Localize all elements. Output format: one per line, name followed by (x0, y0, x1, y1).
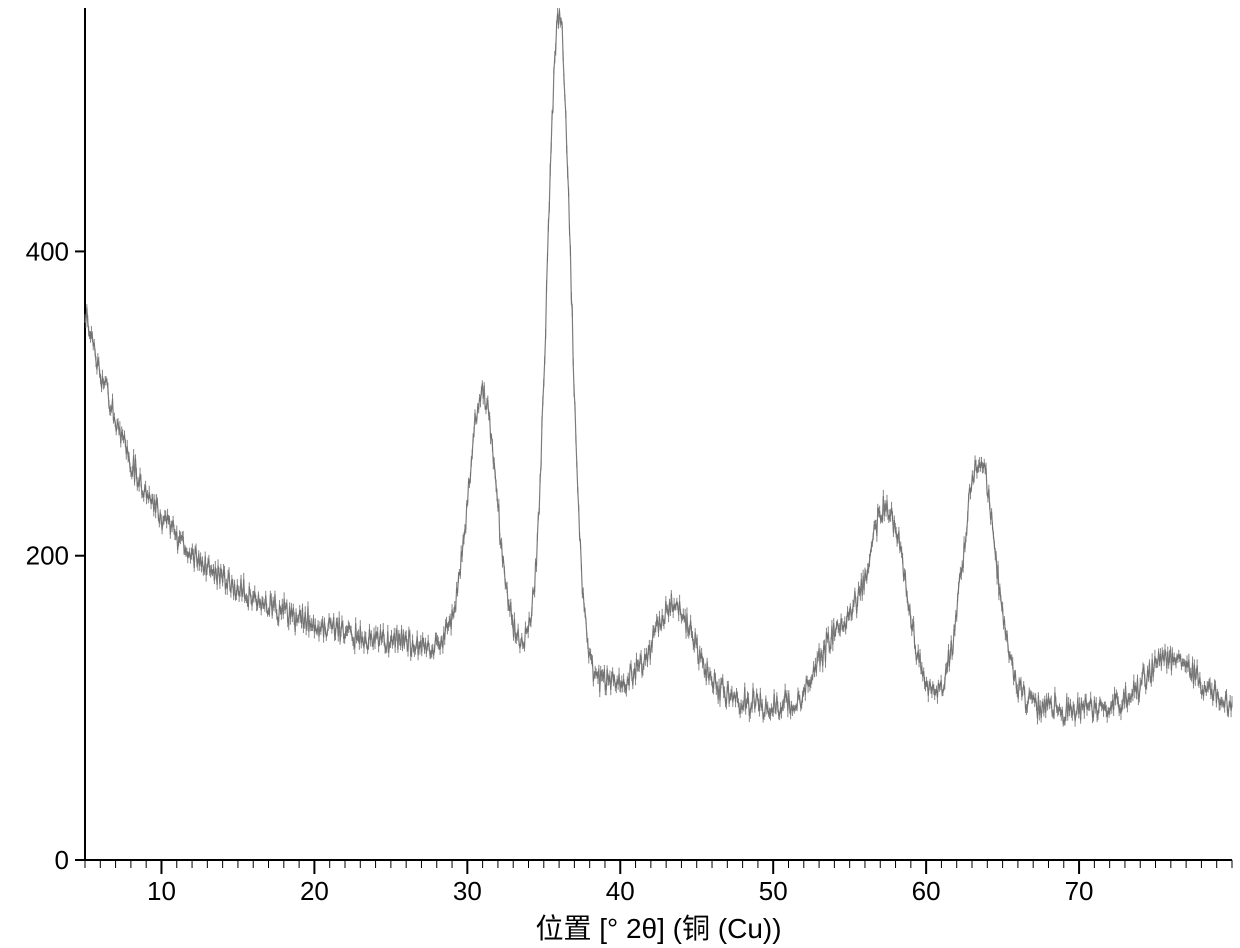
y-tick-label: 200 (26, 541, 69, 571)
x-tick-label: 20 (300, 876, 329, 906)
y-tick-label: 0 (55, 845, 69, 875)
x-axis-label: 位置 [° 2θ] (铜 (Cu)) (535, 913, 781, 944)
x-tick-label: 60 (912, 876, 941, 906)
x-tick-label: 30 (453, 876, 482, 906)
x-tick-label: 10 (147, 876, 176, 906)
x-tick-label: 50 (759, 876, 788, 906)
xrd-chart: 0 200 400 10 20 30 40 50 60 70 位置 [° 2θ] (铜 (Cu)) (0, 0, 1240, 948)
x-tick-label: 70 (1065, 876, 1094, 906)
y-tick-label: 400 (26, 236, 69, 266)
x-tick-label: 40 (606, 876, 635, 906)
